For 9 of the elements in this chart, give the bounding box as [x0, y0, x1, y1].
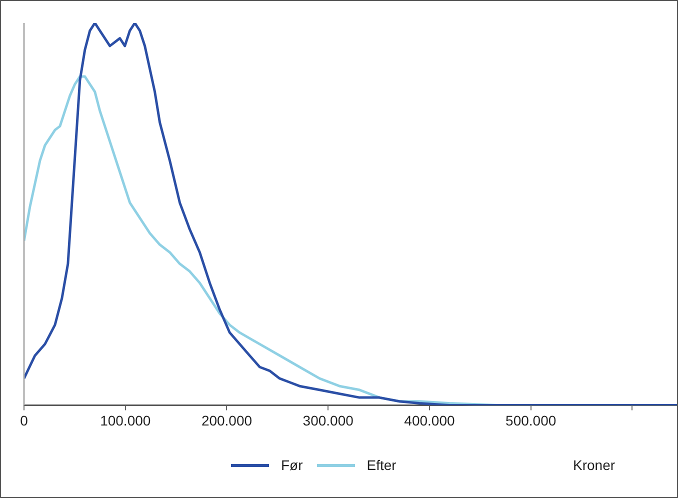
x-tick-label: 300.000: [302, 412, 354, 428]
x-axis-title: Kroner: [573, 457, 616, 473]
legend-label: Før: [281, 457, 303, 473]
x-tick-label: 500.000: [506, 412, 556, 428]
legend-label: Efter: [366, 457, 396, 473]
x-tick-label: 0: [20, 412, 28, 428]
x-tick-label: 200.000: [201, 412, 252, 428]
x-tick-label: 400.000: [404, 412, 455, 428]
x-tick-label: 100.000: [100, 412, 151, 428]
